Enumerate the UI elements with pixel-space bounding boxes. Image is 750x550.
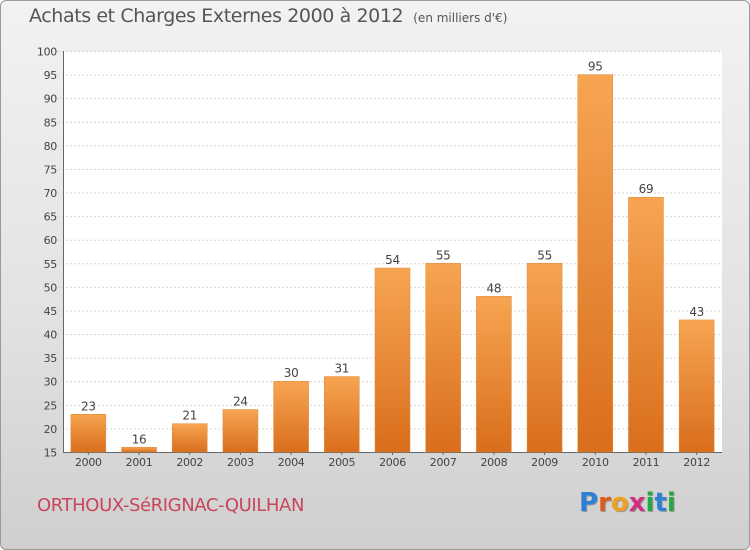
data-label-2004: 30 xyxy=(284,366,299,380)
data-label-2010: 95 xyxy=(588,60,603,74)
y-tick-label: 95 xyxy=(44,69,58,82)
bar-2009 xyxy=(526,263,563,453)
logo-letter: t xyxy=(654,488,667,518)
logo-letter: r xyxy=(598,488,611,518)
bar-2004 xyxy=(273,380,309,453)
y-tick-label: 30 xyxy=(44,376,58,389)
chart-title-text: Achats et Charges Externes 2000 à 2012 xyxy=(29,5,404,27)
y-tick-label: 50 xyxy=(44,281,58,294)
data-label-2006: 54 xyxy=(385,253,400,267)
y-tick-label: 65 xyxy=(44,211,58,224)
bar-2011 xyxy=(628,196,664,453)
proxiti-logo: Proxiti xyxy=(579,488,676,518)
logo-letter: x xyxy=(628,488,646,518)
data-label-2011: 69 xyxy=(639,182,654,196)
x-tick-label-2002: 2002 xyxy=(176,456,203,469)
data-label-2012: 43 xyxy=(689,305,704,319)
x-tick-label-2011: 2011 xyxy=(633,456,660,469)
y-tick-label: 60 xyxy=(44,234,58,247)
x-tick-label-2005: 2005 xyxy=(328,456,355,469)
logo-letter: i xyxy=(645,488,655,518)
y-tick-label: 100 xyxy=(37,46,57,59)
bar-2003 xyxy=(222,409,259,453)
y-tick-label: 70 xyxy=(44,187,58,200)
x-tick-label-2010: 2010 xyxy=(582,456,609,469)
bar-2001 xyxy=(121,447,157,453)
bar-2008 xyxy=(476,296,512,453)
data-label-2003: 24 xyxy=(233,395,248,409)
y-tick-label: 20 xyxy=(44,423,58,436)
chart-title: Achats et Charges Externes 2000 à 2012 (e… xyxy=(29,5,507,27)
commune-name: ORTHOUX-SéRIGNAC-QUILHAN xyxy=(37,495,305,516)
logo-letter: P xyxy=(579,488,599,518)
y-tick-label: 80 xyxy=(44,140,58,153)
data-label-2005: 31 xyxy=(334,362,349,376)
logo-letter: i xyxy=(666,488,676,518)
y-tick-label: 15 xyxy=(44,447,58,460)
y-tick-label: 55 xyxy=(44,258,58,271)
bar-2000 xyxy=(70,414,107,453)
x-tick-label-2000: 2000 xyxy=(75,456,102,469)
y-tick-label: 40 xyxy=(44,329,58,342)
data-label-2007: 55 xyxy=(436,248,451,262)
chart-subtitle: (en milliers d'€) xyxy=(413,11,508,25)
bar-2005 xyxy=(324,376,360,453)
y-tick-label: 85 xyxy=(44,116,58,129)
y-tick-label: 35 xyxy=(44,352,58,365)
bar-2007 xyxy=(425,263,461,453)
x-tick-label-2007: 2007 xyxy=(430,456,457,469)
bar-2010 xyxy=(577,74,614,453)
x-tick-label-2006: 2006 xyxy=(379,456,406,469)
x-tick-label-2001: 2001 xyxy=(126,456,153,469)
y-tick-label: 90 xyxy=(44,93,58,106)
y-tick-label: 75 xyxy=(44,163,58,176)
bar-2002 xyxy=(171,423,208,453)
y-tick-label: 25 xyxy=(44,399,58,412)
logo-letter: o xyxy=(610,488,629,518)
data-label-2008: 48 xyxy=(487,281,502,295)
bar-2012 xyxy=(678,319,715,453)
x-tick-label-2009: 2009 xyxy=(531,456,558,469)
data-label-2000: 23 xyxy=(81,399,96,413)
x-tick-label-2003: 2003 xyxy=(227,456,254,469)
y-tick-label: 45 xyxy=(44,305,58,318)
x-tick-label-2008: 2008 xyxy=(480,456,507,469)
x-tick-label-2012: 2012 xyxy=(683,456,710,469)
data-label-2002: 21 xyxy=(182,409,197,423)
x-tick-label-2004: 2004 xyxy=(278,456,305,469)
data-label-2009: 55 xyxy=(537,248,552,262)
data-label-2001: 16 xyxy=(132,432,147,446)
bar-2006 xyxy=(374,267,411,453)
